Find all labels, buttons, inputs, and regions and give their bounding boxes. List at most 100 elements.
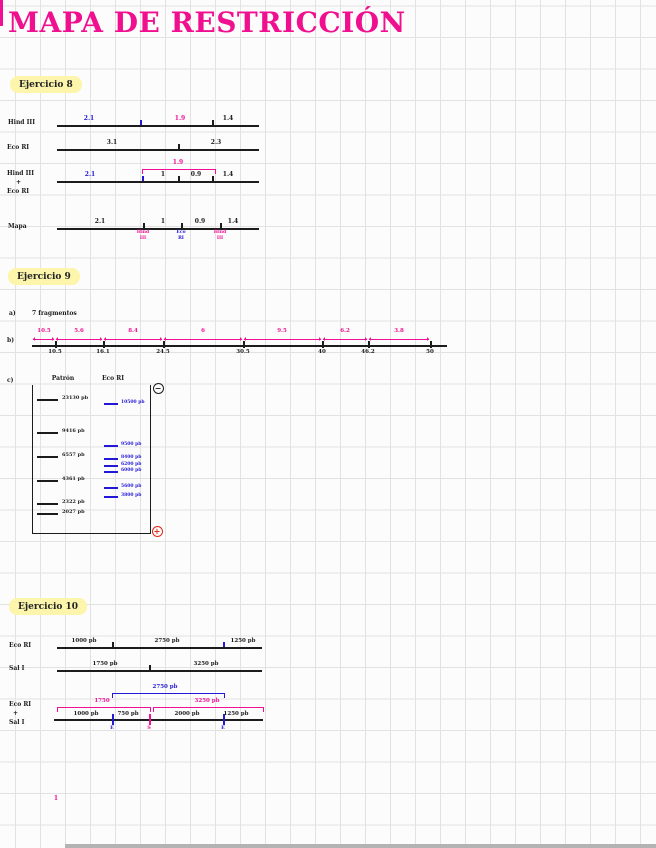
ej8-cut-site-enzyme: Hind xyxy=(136,230,150,235)
ej9-part-a-label: a) xyxy=(9,310,16,317)
ej8-final-map-line xyxy=(57,228,259,230)
ej10-fragment-size: 1750 pb xyxy=(92,661,118,667)
ej8-fragment-size: 3.1 xyxy=(106,139,118,146)
ej8-double-digest-line xyxy=(57,181,259,183)
misc-bottom-edge xyxy=(65,844,656,848)
ej9-cut-site-tick xyxy=(368,341,370,348)
ej10-fragment-bracket xyxy=(57,707,151,712)
misc-left-edge-mark xyxy=(0,0,3,26)
ej10-fragment-size: 2000 pb xyxy=(174,711,200,717)
ej10-cut-site-letter: S xyxy=(147,725,151,731)
ej10-cut-site-tick xyxy=(149,714,151,725)
ej10-ecori-line xyxy=(57,647,262,649)
misc-stray-mark: 1 xyxy=(53,795,59,802)
ej9-part-b-label: b) xyxy=(7,337,15,344)
ej10-cut-site-tick xyxy=(112,714,114,725)
exercise-10-badge: Ejercicio 10 xyxy=(9,598,88,615)
ej10-enzyme-row-label-ecori: Eco RI xyxy=(9,642,32,649)
ej9-sample-band xyxy=(104,458,118,460)
ej8-fragment-size: 1 xyxy=(160,218,166,225)
arrowhead-right xyxy=(240,337,244,342)
ej9-fragment-size: 5.6 xyxy=(74,328,84,334)
ej10-sali-line xyxy=(57,670,262,672)
ej10-cut-site-tick xyxy=(112,642,114,647)
ej9-sample-size: 5600 pb xyxy=(121,483,142,489)
ej10-cut-site-tick xyxy=(223,642,225,647)
ej9-marker-band xyxy=(37,503,58,505)
ej8-cut-site-enzyme: III xyxy=(216,236,224,241)
ej9-sample-size: 10500 pb xyxy=(121,399,145,405)
ej9-position-label: 10.5 xyxy=(48,349,62,355)
ej8-fragment-size: 0.9 xyxy=(190,171,202,178)
ej8-fragment-size: 2.1 xyxy=(84,171,96,178)
arrowhead-right xyxy=(427,337,431,342)
arrowhead-left xyxy=(31,337,35,342)
ej8-hind3-line xyxy=(57,125,259,127)
ej9-electrode-negative-icon: − xyxy=(152,382,164,394)
arrowhead-left xyxy=(54,337,58,342)
ej9-position-label: 24.5 xyxy=(156,349,170,355)
ej9-position-label: 50 xyxy=(426,349,434,355)
arrowhead-right xyxy=(319,337,323,342)
ej9-fragment-arrow xyxy=(54,337,102,342)
ej8-fragment-size: 1.9 xyxy=(174,115,186,122)
ej9-sample-band xyxy=(104,471,118,473)
ej9-fragment-arrow xyxy=(323,337,367,342)
ej8-cut-site-tick xyxy=(178,144,180,149)
ej8-fragment-size: 2.1 xyxy=(83,115,95,122)
ej8-cut-site-tick xyxy=(143,223,145,228)
ej8-cut-site-enzyme: III xyxy=(139,236,147,241)
ej8-cut-site-tick xyxy=(212,120,214,125)
ej8-cut-site-tick xyxy=(140,120,142,125)
ej9-cut-site-tick xyxy=(163,341,165,348)
exercise-9-badge: Ejercicio 9 xyxy=(8,268,80,285)
ej8-bracket-size: 1.9 xyxy=(172,159,184,166)
ej9-marker-size: 6557 pb xyxy=(62,451,85,458)
ej8-plus-sign: + xyxy=(16,179,22,186)
ej9-sample-size: 8400 pb xyxy=(121,454,142,460)
ej10-fragment-size: 3250 pb xyxy=(193,661,219,667)
ej9-position-label: 46.2 xyxy=(361,349,375,355)
arrowhead-left xyxy=(367,337,371,342)
ej10-fragment-bracket xyxy=(153,707,264,712)
ej8-cut-site-tick xyxy=(212,176,214,181)
ej10-fragment-bracket xyxy=(112,693,225,698)
ej8-cut-site-tick xyxy=(178,176,180,181)
arrowhead-left xyxy=(162,337,166,342)
ej9-sample-band xyxy=(104,487,118,489)
ej9-sample-band xyxy=(104,403,118,405)
ej10-fragment-size: 1000 pb xyxy=(73,711,99,717)
arrowhead-right xyxy=(160,337,164,342)
ej9-cut-site-tick xyxy=(55,341,57,348)
ej10-fragment-size: 2750 pb xyxy=(154,638,180,644)
ej8-enzyme-row-label-hind3: Hind III xyxy=(8,119,36,126)
arrowhead-left xyxy=(102,337,106,342)
ej10-plus-sign: + xyxy=(13,710,19,717)
ej9-marker-band xyxy=(37,456,58,458)
ej9-cut-site-tick xyxy=(322,341,324,348)
ej9-sample-size: 3800 pb xyxy=(121,492,142,498)
ej9-position-label: 40 xyxy=(318,349,326,355)
ej9-marker-band xyxy=(37,399,58,401)
ej9-marker-size: 2027 pb xyxy=(62,508,85,515)
ej8-enzyme-row-label-hind3: Hind III xyxy=(7,170,35,177)
ej9-marker-size: 9416 pb xyxy=(62,427,85,434)
ej8-cut-site-enzyme: Eco xyxy=(176,230,186,235)
ej9-sample-size: 9500 pb xyxy=(121,441,142,447)
ej9-sample-band xyxy=(104,445,118,447)
ej9-fragment-size: 6 xyxy=(201,328,205,334)
ej9-lane-header-ecori: Eco RI xyxy=(101,375,125,382)
ej8-enzyme-row-label-ecori: Eco RI xyxy=(7,188,30,195)
ej9-gel-box xyxy=(32,385,151,534)
ej10-cut-site-letter: E xyxy=(110,725,114,731)
ej9-marker-band xyxy=(37,432,58,434)
ej8-cut-site-tick xyxy=(181,223,183,228)
ej8-fragment-bracket xyxy=(142,169,216,174)
ej9-marker-band xyxy=(37,480,58,482)
ej9-sample-size: 6200 pb xyxy=(121,461,142,467)
exercise-8-badge: Ejercicio 8 xyxy=(10,76,82,93)
ej8-ecori-line xyxy=(57,149,259,151)
ej10-enzyme-row-label-ecori: Eco RI xyxy=(9,701,32,708)
ej8-fragment-size: 1.4 xyxy=(222,115,234,122)
ej9-fragment-size: 9.5 xyxy=(277,328,287,334)
